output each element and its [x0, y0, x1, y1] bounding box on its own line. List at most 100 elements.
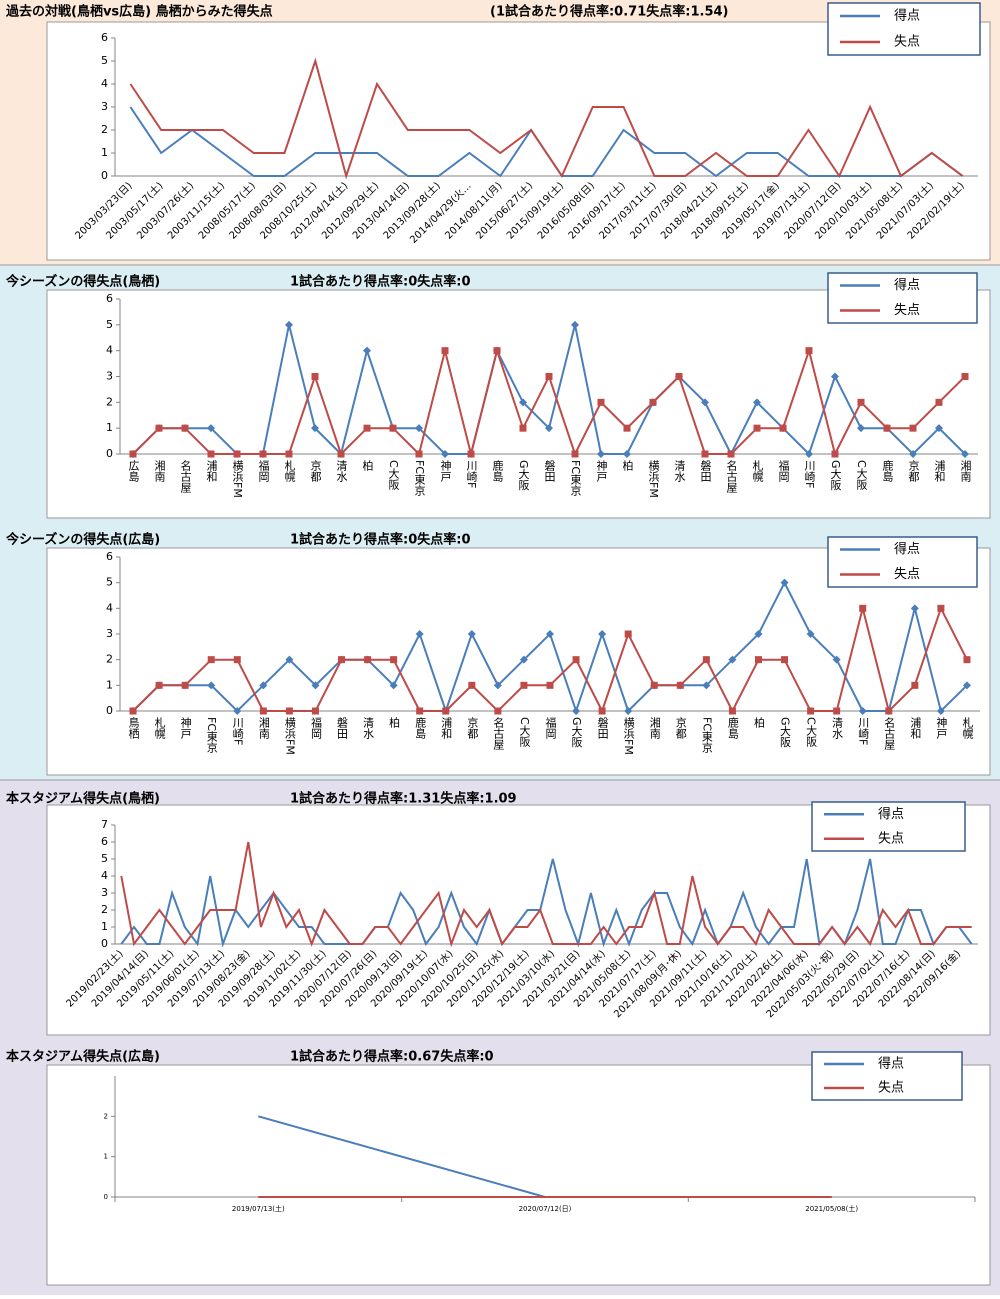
y-tick-label: 4: [101, 869, 108, 882]
y-tick-label: 1: [104, 1153, 108, 1161]
legend-label: 失点: [894, 35, 920, 50]
x-tick-label: 名古屋: [725, 459, 738, 494]
marker: [857, 398, 865, 406]
x-tick-label: 鹿島: [881, 459, 894, 483]
x-tick-label: 浦和: [933, 460, 946, 483]
x-tick-label: 福岡: [309, 716, 322, 740]
marker: [728, 707, 736, 715]
legend-box: [827, 2, 981, 56]
x-tick-label: 2019/07/13(土): [232, 1204, 285, 1213]
marker: [675, 373, 683, 380]
x-tick-label: 札幌: [153, 717, 166, 740]
x-tick-label: 神戸: [595, 459, 608, 483]
x-tick-label: 名古屋: [179, 459, 192, 494]
marker: [311, 373, 319, 380]
x-tick-label: 清水: [831, 717, 844, 739]
marker: [857, 424, 865, 433]
x-tick-label: 2021/05/08(土): [805, 1204, 858, 1213]
y-tick-label: 1: [101, 146, 108, 159]
marker: [441, 450, 449, 458]
marker: [623, 450, 631, 458]
marker: [598, 707, 606, 715]
y-tick-label: 6: [106, 292, 113, 305]
marker: [493, 681, 502, 690]
y-tick-label: 0: [106, 447, 113, 460]
chart-title: 今シーズンの得失点(広島): [5, 532, 160, 548]
marker: [781, 656, 789, 664]
marker: [676, 681, 684, 689]
x-tick-label: 京都: [466, 716, 479, 739]
chart-subtitle: (1試合あたり得点率:0.71失点率:1.54): [490, 4, 728, 20]
marker: [598, 630, 607, 638]
y-tick-label: 6: [101, 835, 108, 848]
marker: [883, 424, 891, 432]
y-tick-label: 1: [101, 920, 108, 933]
marker: [833, 707, 841, 715]
marker: [129, 707, 137, 715]
marker: [519, 424, 527, 432]
x-tick-label: C大阪: [805, 717, 818, 747]
x-tick-label: 京都: [674, 716, 687, 739]
x-tick-label: 浦和: [909, 717, 922, 740]
x-tick-label: 神戸: [179, 716, 192, 740]
marker: [207, 681, 216, 690]
marker: [233, 656, 241, 664]
legend-box: [811, 801, 966, 852]
chart-title: 今シーズンの得失点(鳥栖): [5, 274, 160, 290]
marker: [363, 424, 371, 432]
marker: [337, 450, 345, 458]
x-tick-label: 名古屋: [492, 716, 505, 751]
x-tick-label: 札幌: [283, 460, 296, 483]
marker: [597, 450, 605, 458]
marker: [805, 347, 813, 355]
marker: [285, 450, 293, 458]
y-tick-label: 2: [106, 395, 113, 408]
marker: [415, 630, 424, 638]
x-tick-label: 磐田: [543, 459, 556, 482]
x-tick-label: 川崎F: [857, 717, 870, 745]
marker: [597, 398, 605, 406]
marker: [259, 707, 267, 715]
y-tick-label: 5: [106, 318, 113, 331]
x-tick-label: 福岡: [544, 716, 557, 740]
marker: [859, 604, 867, 612]
x-tick-label: 川崎F: [465, 460, 478, 488]
x-tick-label: FC東京: [413, 460, 426, 497]
marker: [416, 707, 424, 715]
y-tick-label: 7: [101, 818, 108, 831]
x-tick-label: 浦和: [205, 460, 218, 483]
marker: [753, 424, 761, 432]
x-tick-label: 湘南: [959, 459, 972, 482]
x-tick-label: 清水: [673, 460, 686, 482]
legend-box: [811, 1051, 963, 1101]
chart-title: 本スタジアム得失点(広島): [6, 1049, 160, 1065]
marker: [935, 398, 943, 406]
marker: [415, 424, 423, 433]
marker: [909, 424, 917, 432]
marker: [520, 681, 528, 689]
x-tick-label: 鹿島: [414, 716, 427, 740]
marker: [963, 656, 971, 664]
y-tick-label: 2: [101, 903, 108, 916]
marker: [181, 681, 189, 689]
marker: [832, 655, 841, 664]
y-tick-label: 2: [101, 123, 108, 136]
marker: [519, 655, 528, 664]
x-tick-label: 湘南: [153, 459, 166, 482]
y-tick-label: 3: [106, 370, 113, 383]
marker: [624, 707, 633, 715]
legend-label: 得点: [894, 277, 920, 293]
x-tick-label: 柏: [752, 716, 765, 728]
x-tick-label: 川崎F: [803, 460, 816, 488]
x-tick-label: 京都: [907, 459, 920, 482]
y-tick-label: 5: [106, 576, 113, 589]
marker: [779, 424, 787, 432]
x-tick-label: 名古屋: [883, 716, 896, 751]
marker: [702, 656, 710, 664]
chart-title: 過去の対戦(鳥栖vs広島) 鳥栖からみた得失点: [5, 4, 273, 20]
marker: [389, 681, 398, 690]
marker: [468, 681, 476, 689]
marker: [701, 398, 709, 407]
marker: [441, 347, 449, 355]
